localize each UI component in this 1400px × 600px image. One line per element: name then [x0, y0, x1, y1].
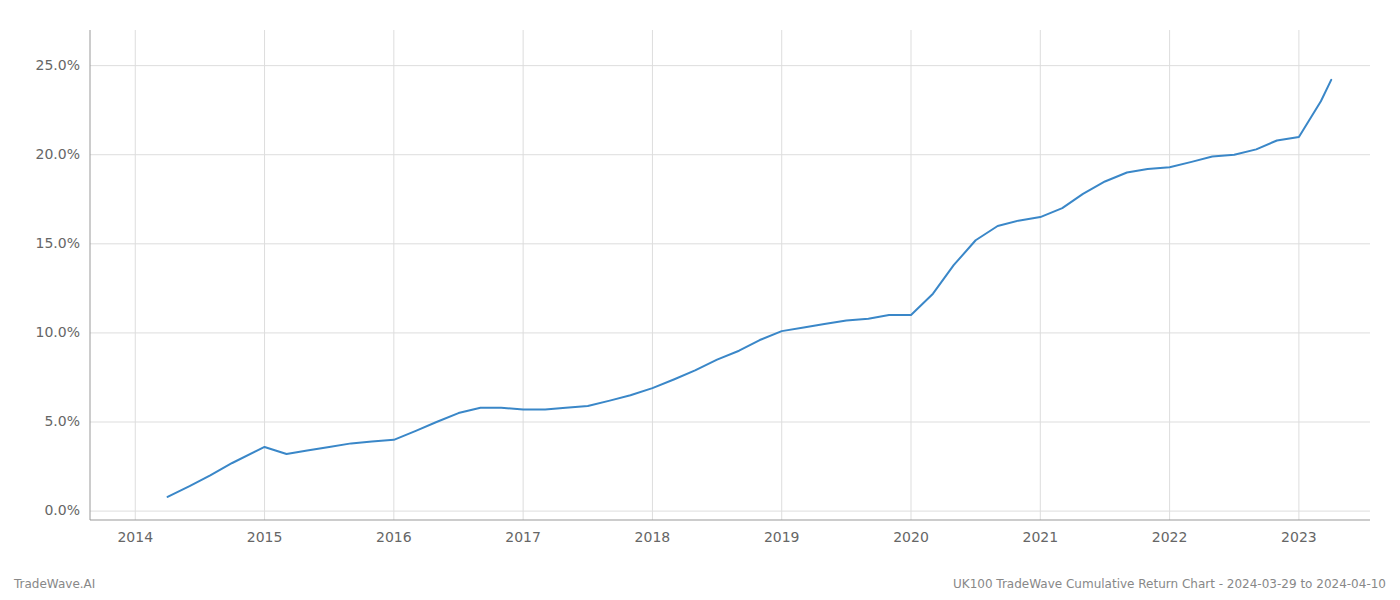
x-tick-label: 2020	[893, 529, 929, 545]
grid-line-x	[135, 30, 136, 520]
y-axis-line	[90, 30, 91, 520]
x-tick-label: 2017	[505, 529, 541, 545]
y-tick-label: 25.0%	[36, 57, 80, 73]
x-axis-line	[90, 520, 1370, 521]
y-tick-label: 15.0%	[36, 235, 80, 251]
x-tick-label: 2019	[764, 529, 800, 545]
line	[168, 80, 1332, 497]
x-tick-label: 2015	[247, 529, 283, 545]
y-tick-label: 20.0%	[36, 146, 80, 162]
tick-labels: 0.0% 5.0% 10.0% 15.0% 20.0% 25.0% 2014 2015 2016…	[36, 57, 1317, 545]
x-tick-label: 2016	[376, 529, 412, 545]
x-tick-label: 2018	[635, 529, 671, 545]
grid-line-y	[90, 243, 1370, 244]
grid-line-x	[1169, 30, 1170, 520]
footer-text: TradeWave.AI	[13, 577, 95, 591]
grid-line-x	[652, 30, 653, 520]
footer-text: UK100 TradeWave Cumulative Return Chart …	[953, 577, 1386, 591]
grid-line-x	[781, 30, 782, 520]
grid-line-y	[90, 154, 1370, 155]
chart: 0.0% 5.0% 10.0% 15.0% 20.0% 25.0% 2014 2015 2016…	[0, 0, 1400, 600]
grid-line-x	[1298, 30, 1299, 520]
grid-line-y	[90, 422, 1370, 423]
plot-area	[168, 80, 1332, 497]
x-tick-label: 2022	[1152, 529, 1188, 545]
grid	[90, 30, 1370, 520]
x-tick-label: 2014	[117, 529, 153, 545]
y-tick-label: 10.0%	[36, 324, 80, 340]
y-tick-label: 0.0%	[44, 502, 80, 518]
grid-line-x	[1040, 30, 1041, 520]
grid-line-y	[90, 511, 1370, 512]
grid-line-y	[90, 332, 1370, 333]
grid-line-x	[393, 30, 394, 520]
y-tick-label: 5.0%	[44, 413, 80, 429]
grid-line-y	[90, 65, 1370, 66]
grid-line-x	[911, 30, 912, 520]
x-tick-label: 2021	[1022, 529, 1058, 545]
grid-line-x	[523, 30, 524, 520]
x-tick-label: 2023	[1281, 529, 1317, 545]
